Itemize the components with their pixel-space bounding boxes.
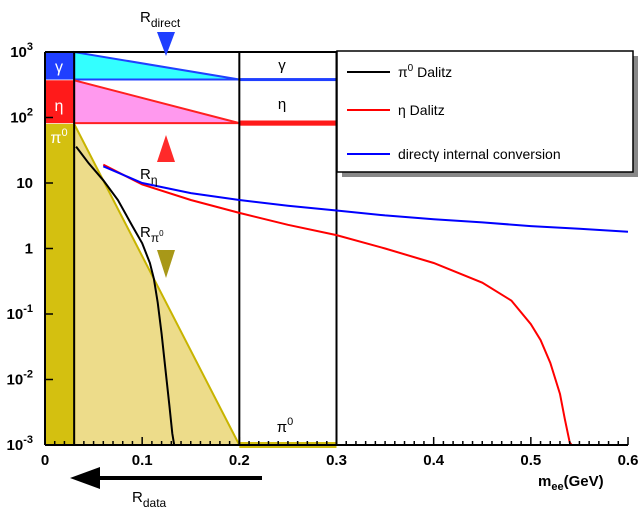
- y-tick-label-5: 102: [10, 107, 33, 127]
- legend-label-base: η: [398, 102, 406, 118]
- x-tick-label-4: 0.4: [423, 452, 445, 469]
- band-label-gamma: γ: [278, 57, 286, 74]
- r-pi0-subsup: 0: [159, 229, 164, 238]
- band-label-pi0-sup: 0: [287, 416, 293, 428]
- x-tick-label-2: 0.2: [229, 452, 250, 469]
- r-eta-base: R: [140, 166, 151, 183]
- legend-label-rest: Dalitz: [406, 102, 445, 118]
- x-tick-labels: 0 0.1 0.2 0.3 0.4 0.5 0.6: [41, 452, 639, 469]
- band-label-pi0-base: π: [277, 419, 287, 436]
- pi0-axis-box-label: π0: [50, 127, 67, 147]
- x-tick-label-1: 0.1: [132, 452, 153, 469]
- y-tick-label-exp: 3: [27, 41, 33, 53]
- axes: [44, 51, 629, 446]
- y-tick-label-1: 10-2: [7, 369, 33, 389]
- band-label-eta: η: [278, 96, 286, 113]
- r-direct-sub: direct: [151, 16, 181, 30]
- gamma-region: [73, 50, 240, 81]
- y-tick-label-2: 10-1: [7, 303, 33, 323]
- r-data-arrow: [70, 467, 262, 489]
- eta-region: [73, 78, 240, 125]
- legend-label-sup: 0: [408, 63, 414, 74]
- y-tick-label-exp: -2: [23, 369, 33, 381]
- y-tick-label-base: 1: [25, 241, 33, 258]
- legend-label-base: π: [398, 64, 408, 80]
- x-tick-label-0: 0: [41, 452, 49, 469]
- series-line-1: [102, 163, 573, 446]
- legend-label-rest: Dalitz: [413, 64, 452, 80]
- marker-eta: [157, 135, 175, 162]
- pi0-axis-box-label-sup: 0: [61, 127, 67, 139]
- y-tick-label-base: 10: [7, 372, 24, 389]
- series-line-2: [102, 165, 629, 233]
- y-tick-label-base: 10: [10, 44, 27, 61]
- legend-label-base: direct: [398, 146, 432, 162]
- gamma-axis-box-label: γ: [55, 59, 63, 76]
- y-tick-label-4: 10: [16, 175, 33, 192]
- r-pi0-sub: π: [151, 231, 159, 245]
- eta-axis-box-label: η: [55, 98, 64, 115]
- pi0-axis-box: [45, 123, 75, 446]
- y-tick-label-base: 10: [7, 306, 24, 323]
- y-tick-label-exp: -3: [23, 434, 33, 446]
- marker-pi0: [157, 250, 175, 278]
- region-layer: [45, 50, 338, 448]
- r-pi0-base: R: [140, 224, 151, 241]
- x-tick-label-6: 0.6: [618, 452, 639, 469]
- x-axis-label-main: m: [538, 473, 551, 490]
- y-tick-label-3: 1: [25, 241, 33, 258]
- r-direct-label: Rdirect: [140, 9, 181, 30]
- r-data-label: Rdata: [132, 489, 167, 508]
- eta-band: [239, 120, 337, 126]
- x-tick-label-5: 0.5: [520, 452, 541, 469]
- curve-layer: [75, 145, 629, 446]
- r-eta-sub: η: [151, 173, 158, 187]
- y-tick-label-base: 10: [10, 110, 27, 127]
- pi0-axis-box-label-base: π: [50, 130, 61, 147]
- legend-label-0: π0 Dalitz: [398, 63, 452, 80]
- r-data-base: R: [132, 489, 143, 506]
- x-axis-label-sub: ee: [551, 481, 563, 493]
- gamma-axis-box: [45, 52, 75, 80]
- y-tick-label-base: 10: [16, 175, 33, 192]
- y-tick-label-exp: -1: [23, 303, 33, 315]
- x-tick-label-3: 0.3: [326, 452, 347, 469]
- x-axis-label: mee(GeV): [538, 473, 604, 493]
- legend-label-rest: γ internal conversion: [432, 146, 560, 162]
- r-data-sub: data: [143, 496, 167, 508]
- y-tick-label-base: 10: [7, 437, 24, 454]
- legend-label-2: directγ internal conversion: [398, 146, 561, 162]
- x-axis-label-unit: (GeV): [564, 473, 604, 490]
- r-eta-label: Rη: [140, 166, 158, 187]
- r-pi0-label: Rπ0: [140, 224, 164, 245]
- series-line-0: [75, 145, 176, 446]
- r-direct-base: R: [140, 9, 151, 26]
- y-tick-label-exp: 2: [27, 107, 33, 119]
- gamma-band: [239, 78, 337, 82]
- y-tick-label-6: 103: [10, 41, 33, 61]
- legend-label-1: η Dalitz: [398, 102, 445, 118]
- y-tick-label-0: 10-3: [7, 434, 33, 454]
- eta-axis-box: [45, 80, 75, 124]
- marker-direct: [157, 32, 175, 56]
- band-label-pi0: π0: [277, 416, 293, 436]
